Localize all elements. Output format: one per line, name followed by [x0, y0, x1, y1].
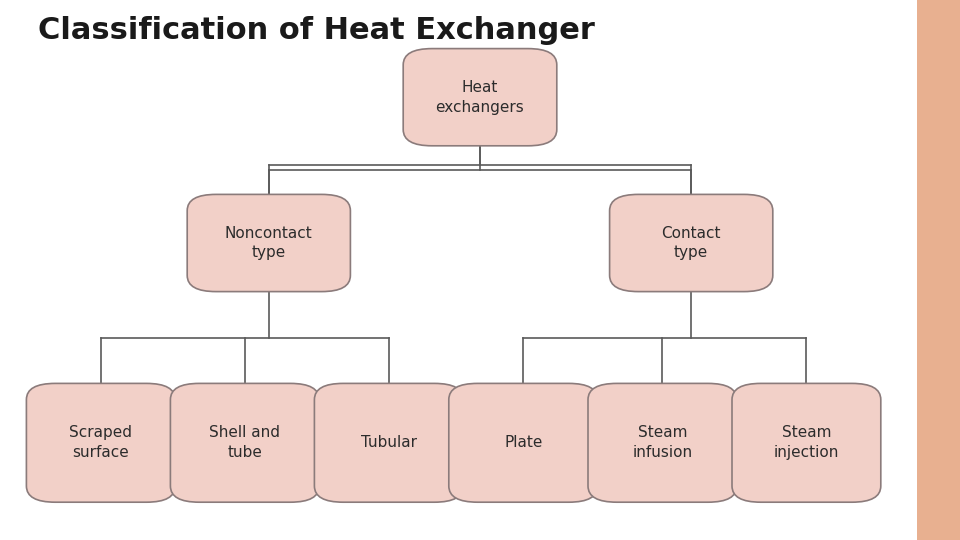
Text: Contact
type: Contact type	[661, 226, 721, 260]
FancyBboxPatch shape	[610, 194, 773, 292]
Polygon shape	[920, 227, 936, 313]
Text: Scraped
surface: Scraped surface	[69, 426, 132, 460]
Text: Steam
infusion: Steam infusion	[633, 426, 692, 460]
Text: Steam
injection: Steam injection	[774, 426, 839, 460]
FancyBboxPatch shape	[26, 383, 175, 502]
FancyBboxPatch shape	[315, 383, 464, 502]
FancyBboxPatch shape	[171, 383, 319, 502]
Text: Shell and
tube: Shell and tube	[209, 426, 280, 460]
FancyBboxPatch shape	[403, 49, 557, 146]
Text: Classification of Heat Exchanger: Classification of Heat Exchanger	[38, 16, 595, 45]
Text: Heat
exchangers: Heat exchangers	[436, 80, 524, 114]
FancyBboxPatch shape	[449, 383, 597, 502]
FancyBboxPatch shape	[187, 194, 350, 292]
Text: Noncontact
type: Noncontact type	[225, 226, 313, 260]
Text: Tubular: Tubular	[361, 435, 417, 450]
FancyBboxPatch shape	[732, 383, 881, 502]
FancyBboxPatch shape	[588, 383, 737, 502]
Text: Plate: Plate	[504, 435, 542, 450]
